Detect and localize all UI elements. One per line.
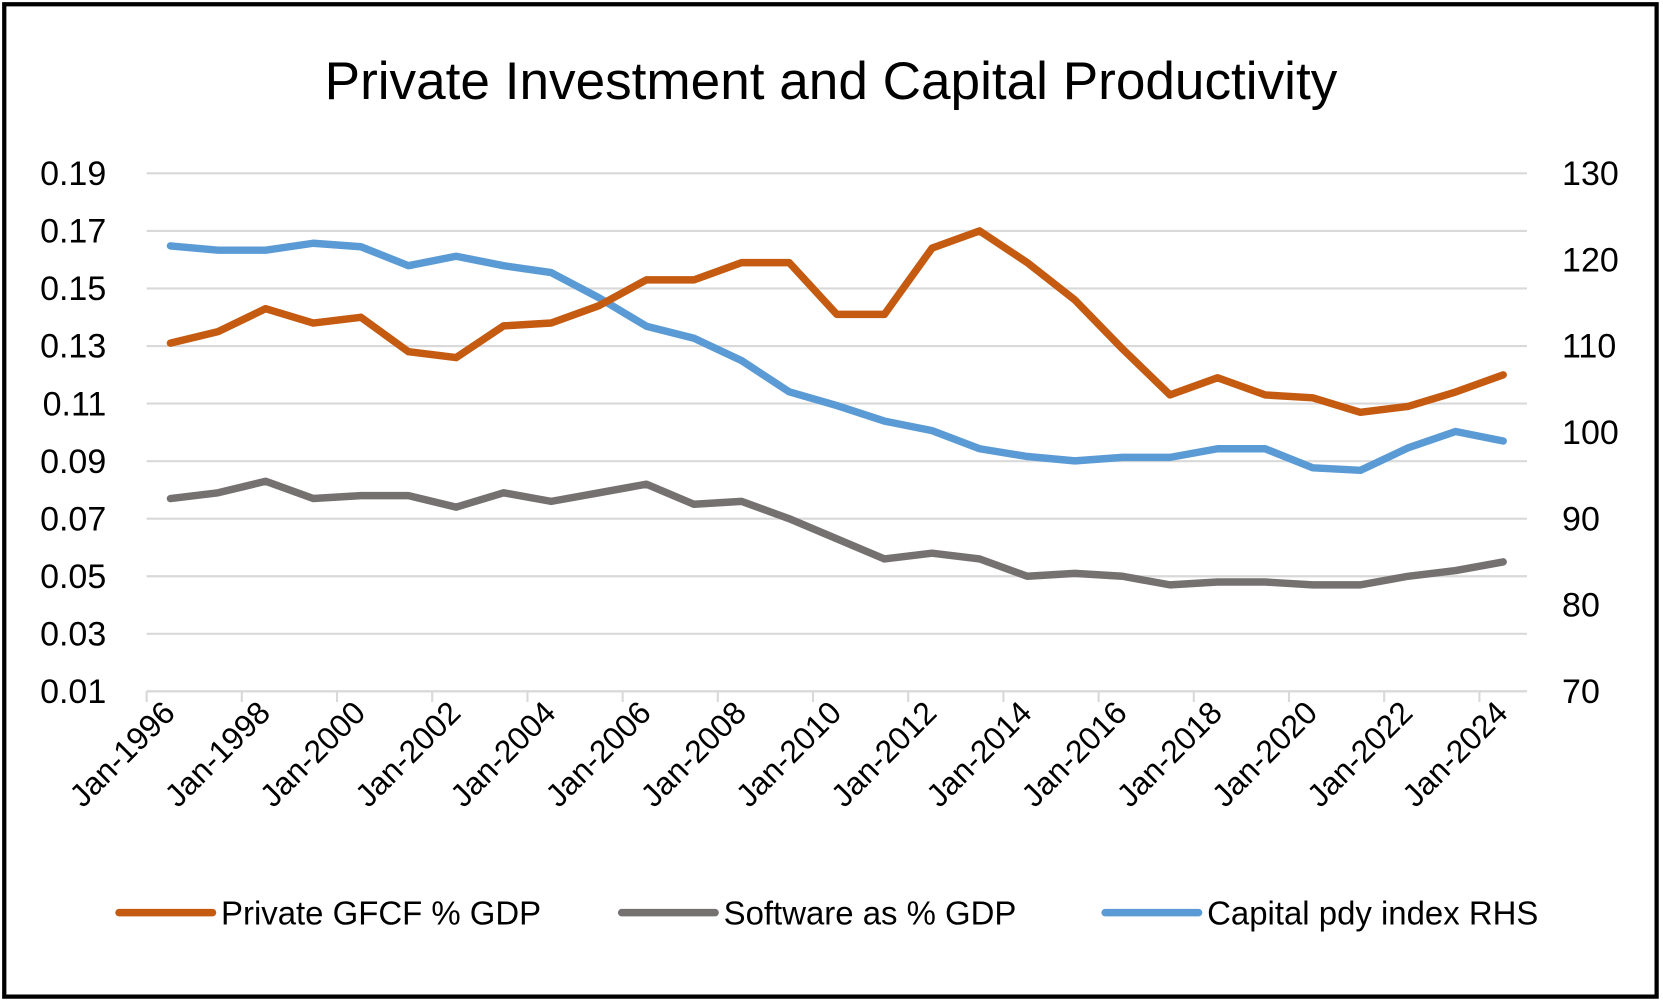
legend-label: Capital pdy index RHS <box>1207 894 1538 931</box>
y-left-tick-label: 0.09 <box>40 443 106 481</box>
y-left-tick-label: 0.11 <box>43 385 107 423</box>
y-right-tick-label: 70 <box>1562 673 1600 711</box>
y-right-tick-label: 100 <box>1562 414 1619 452</box>
legend-label: Software as % GDP <box>724 894 1017 931</box>
y-left-tick-label: 0.07 <box>40 500 106 538</box>
y-left-tick-label: 0.13 <box>40 328 106 366</box>
y-left-tick-label: 0.01 <box>40 673 106 711</box>
y-right-tick-label: 80 <box>1562 587 1600 625</box>
y-right-tick-label: 90 <box>1562 500 1600 538</box>
y-left-tick-label: 0.03 <box>40 615 106 653</box>
y-left-tick-label: 0.05 <box>40 558 106 596</box>
legend-label: Private GFCF % GDP <box>221 894 541 931</box>
y-right-tick-label: 130 <box>1562 155 1619 193</box>
y-left-tick-label: 0.17 <box>40 213 106 251</box>
chart-title: Private Investment and Capital Productiv… <box>325 52 1338 111</box>
y-left-tick-label: 0.15 <box>40 270 106 308</box>
y-left-tick-label: 0.19 <box>40 155 106 193</box>
y-right-tick-label: 120 <box>1562 241 1619 279</box>
series-line-software-as-gdp <box>166 477 1507 589</box>
series-line-private-gfcf-gdp <box>166 227 1507 416</box>
y-right-tick-label: 110 <box>1562 328 1616 366</box>
series-line-capital-pdy-index-rhs <box>166 239 1507 475</box>
